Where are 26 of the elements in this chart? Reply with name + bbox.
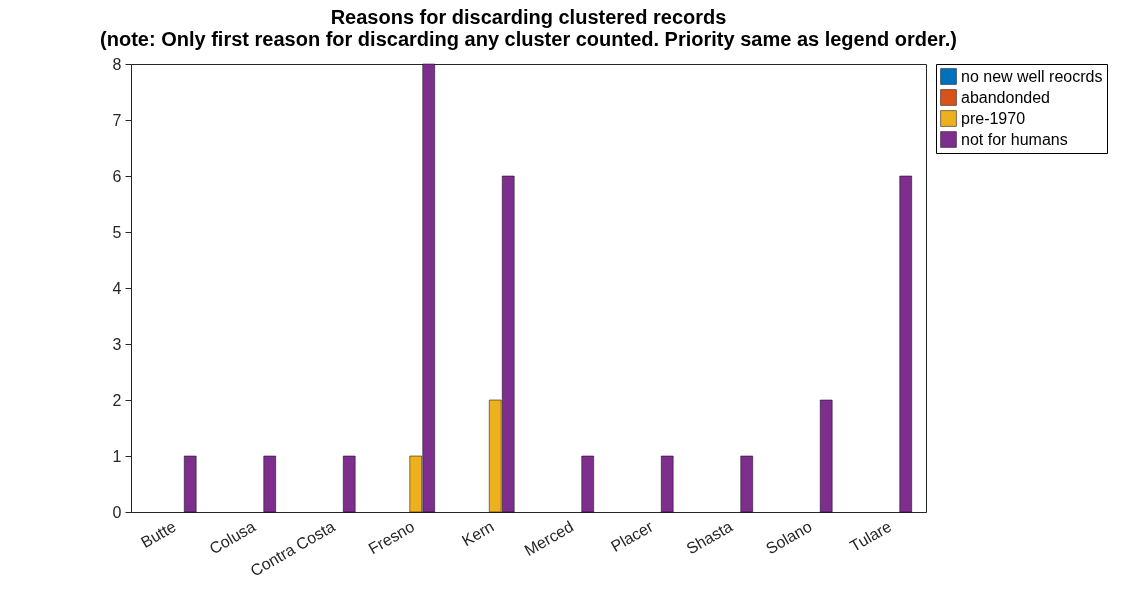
legend-label: not for humans xyxy=(961,130,1068,148)
chart-title: Reasons for discarding clustered records xyxy=(330,6,727,28)
y-tick-label: 3 xyxy=(112,335,122,353)
x-tick-label: Butte xyxy=(137,517,179,552)
bar xyxy=(581,455,594,513)
bar xyxy=(184,455,197,513)
y-tick-label: 2 xyxy=(112,391,122,409)
bar xyxy=(661,455,674,513)
chart-subtitle: (note: Only first reason for discarding any cluster counted. Priority same as legend order.) xyxy=(100,28,957,50)
bar xyxy=(899,175,912,513)
legend-label: no new well reocrds xyxy=(961,67,1103,85)
bar xyxy=(740,455,753,513)
bar xyxy=(820,399,833,513)
legend-label: pre-1970 xyxy=(961,109,1026,127)
x-tick-label: Kern xyxy=(458,517,497,550)
bar xyxy=(343,455,356,513)
x-tick-label: Tulare xyxy=(846,517,895,555)
y-tick-label: 4 xyxy=(112,279,122,297)
y-tick-label: 8 xyxy=(112,55,122,73)
y-tick-label: 7 xyxy=(112,111,122,129)
y-tick-label: 1 xyxy=(112,447,122,465)
y-tick-label: 0 xyxy=(112,503,122,521)
bar xyxy=(263,455,276,513)
y-tick-label: 6 xyxy=(112,167,122,185)
y-tick-label: 5 xyxy=(112,223,122,241)
legend-label: abandonded xyxy=(961,88,1050,106)
